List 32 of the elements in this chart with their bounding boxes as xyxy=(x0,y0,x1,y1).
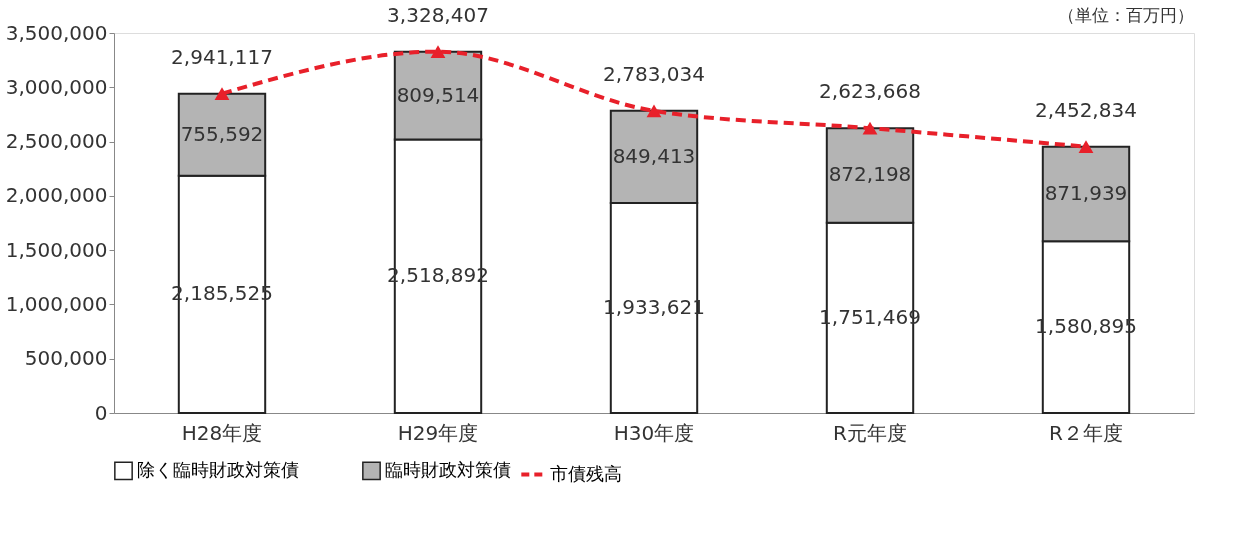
data-label: 755,592 xyxy=(180,121,264,146)
y-tick-label: 3,000,000 xyxy=(5,74,108,99)
y-tick-label: 2,500,000 xyxy=(5,129,108,154)
data-label: 2,452,834 xyxy=(1035,97,1137,122)
x-tick-label: R２年度 xyxy=(1049,420,1123,445)
y-tick-label: 500,000 xyxy=(24,346,108,371)
y-tick-label: 3,500,000 xyxy=(5,20,108,45)
point xyxy=(646,104,662,118)
y-tick-label: 2,000,000 xyxy=(5,183,108,208)
y-tick-label: 1,500,000 xyxy=(5,237,108,262)
data-label: 2,623,668 xyxy=(819,79,921,104)
legend-label: 除く臨時財政対策債 xyxy=(137,458,299,480)
point xyxy=(214,87,230,101)
data-label: 2,783,034 xyxy=(603,61,705,86)
point xyxy=(430,45,446,59)
data-label: 3,328,407 xyxy=(387,2,489,27)
y-tick-label: 0 xyxy=(94,400,108,425)
legend-label: 臨時財政対策債 xyxy=(385,458,511,480)
data-label: 2,941,117 xyxy=(171,44,273,69)
x-tick-label: R元年度 xyxy=(833,420,907,445)
point xyxy=(1078,140,1094,154)
point xyxy=(862,121,878,135)
x-tick-label: H30年度 xyxy=(613,420,695,445)
text: （単位：百万円） xyxy=(1058,5,1194,25)
y-tick-label: 1,000,000 xyxy=(5,291,108,316)
legend-label: 市債残高 xyxy=(550,462,622,484)
data-label: 809,514 xyxy=(396,82,480,107)
data-label: 872,198 xyxy=(828,162,912,187)
x-tick-label: H29年度 xyxy=(397,420,479,445)
data-label: 871,939 xyxy=(1044,181,1128,206)
x-tick-label: H28年度 xyxy=(181,420,263,445)
data-label: 849,413 xyxy=(612,143,696,168)
